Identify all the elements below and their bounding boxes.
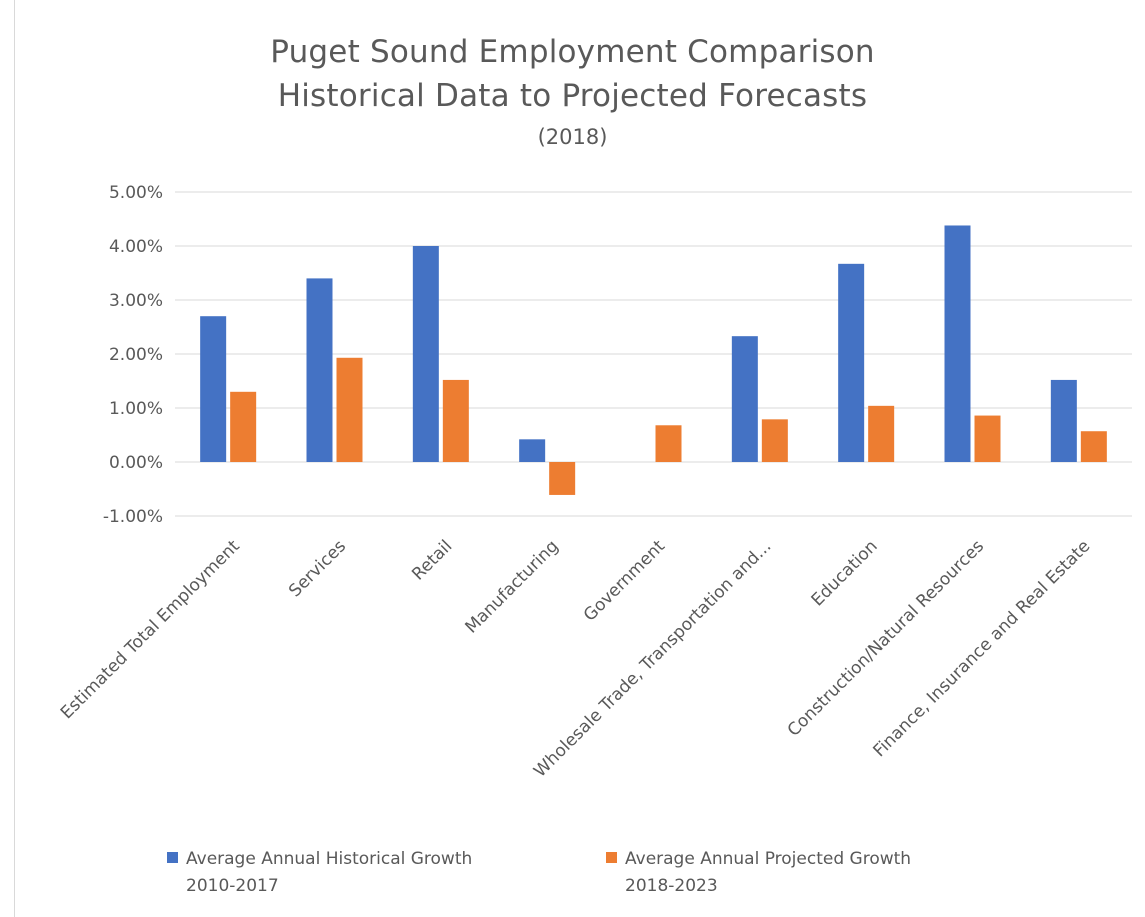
x-category-label: Finance, Insurance and Real Estate bbox=[870, 536, 1095, 761]
bar-historical bbox=[519, 439, 546, 462]
bar-historical bbox=[731, 336, 758, 462]
y-tick-label: 5.00% bbox=[109, 183, 163, 203]
x-category-label: Estimated Total Employment bbox=[57, 536, 244, 723]
chart-left-border bbox=[14, 0, 15, 917]
legend-label-projected: Average Annual Projected Growth 2018-202… bbox=[625, 849, 912, 896]
bar-projected bbox=[868, 405, 895, 462]
bar-projected bbox=[655, 425, 682, 462]
x-category-label: Construction/Natural Resources bbox=[784, 536, 988, 740]
y-tick-label: 4.00% bbox=[109, 237, 163, 257]
bar-projected bbox=[549, 462, 576, 495]
bar-historical bbox=[838, 263, 865, 462]
bar-historical bbox=[306, 278, 333, 462]
bar-historical bbox=[1050, 379, 1077, 462]
chart-title-line-2: Historical Data to Projected Forecasts bbox=[277, 78, 868, 114]
bars bbox=[200, 225, 1107, 495]
bar-projected bbox=[442, 379, 469, 462]
bar-projected bbox=[974, 415, 1001, 462]
bar-projected bbox=[230, 391, 257, 462]
bar-historical bbox=[200, 316, 227, 462]
y-tick-label: 0.00% bbox=[109, 453, 163, 473]
y-tick-label: -1.00% bbox=[103, 507, 163, 527]
y-tick-label: 1.00% bbox=[109, 399, 163, 419]
bar-historical bbox=[944, 225, 971, 462]
x-category-label: Education bbox=[808, 536, 882, 610]
legend-swatch-projected bbox=[606, 852, 617, 863]
x-axis-category-labels: Estimated Total Employment Services Retail… bbox=[57, 536, 1094, 781]
x-category-label: Government bbox=[580, 536, 669, 625]
chart-title: Puget Sound Employment Comparison bbox=[270, 34, 875, 70]
legend-label-historical: Average Annual Historical Growth 2010-20… bbox=[186, 849, 473, 896]
chart-title-block: Puget Sound Employment Comparison Histor… bbox=[0, 30, 1145, 153]
legend-swatch-historical bbox=[167, 852, 178, 863]
y-tick-label: 3.00% bbox=[109, 291, 163, 311]
y-tick-label: 2.00% bbox=[109, 345, 163, 365]
bar-historical bbox=[412, 246, 439, 462]
x-category-label: Services bbox=[285, 536, 350, 601]
legend: Average Annual Historical Growth 2010-20… bbox=[0, 846, 1145, 906]
x-category-label: Retail bbox=[408, 536, 456, 584]
bar-projected bbox=[761, 419, 788, 462]
gridlines bbox=[175, 191, 1132, 517]
bar-projected bbox=[1080, 431, 1107, 462]
legend-item-historical: Average Annual Historical Growth 2010-20… bbox=[167, 846, 472, 900]
legend-item-projected: Average Annual Projected Growth 2018-202… bbox=[606, 846, 911, 900]
x-category-label: Manufacturing bbox=[462, 536, 563, 637]
x-category-label: Wholesale Trade, Transportation and... bbox=[530, 536, 775, 781]
bar-projected bbox=[336, 357, 363, 462]
y-axis-tick-labels: 5.00% 4.00% 3.00% 2.00% 1.00% 0.00% -1.00% bbox=[103, 183, 163, 527]
chart-subtitle: (2018) bbox=[537, 125, 608, 149]
